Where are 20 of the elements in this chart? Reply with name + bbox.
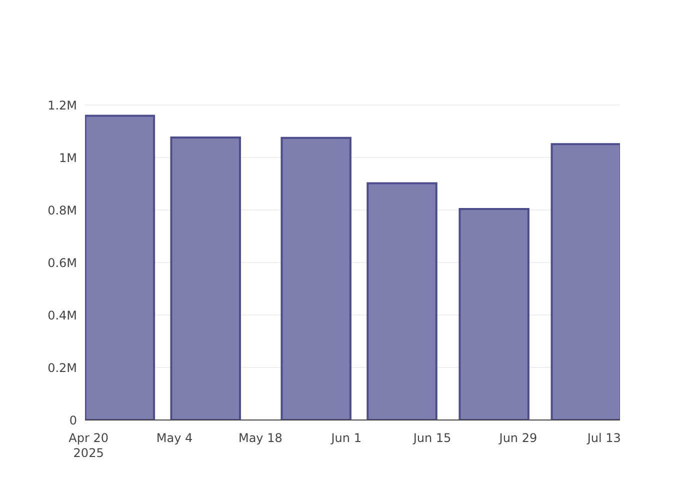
bar bbox=[280, 136, 352, 420]
y-tick-label: 0.2M bbox=[48, 360, 77, 375]
y-tick-label: 1M bbox=[59, 150, 77, 165]
x-tick-label: May 4 bbox=[156, 431, 193, 445]
bar bbox=[458, 208, 530, 420]
bar bbox=[170, 136, 241, 420]
bar bbox=[366, 182, 438, 420]
bar bbox=[85, 114, 156, 420]
y-tick-label: 0.8M bbox=[48, 203, 77, 218]
x-tick-label: May 18 bbox=[238, 431, 282, 445]
x-tick-label: Jun 15 bbox=[412, 431, 452, 445]
x-tick-label: Jul 13 bbox=[586, 431, 621, 445]
x-tick-label: Jun 29 bbox=[498, 431, 538, 445]
y-tick-label: 1.2M bbox=[48, 98, 77, 112]
y-tick-label: 0.6M bbox=[48, 256, 77, 270]
bar bbox=[550, 143, 620, 420]
x-tick-label: Jun 1 bbox=[330, 431, 362, 445]
y-tick-label: 0 bbox=[69, 413, 77, 428]
x-tick-label: Apr 20 2025 bbox=[68, 431, 108, 460]
y-tick-label: 0.4M bbox=[48, 308, 77, 322]
